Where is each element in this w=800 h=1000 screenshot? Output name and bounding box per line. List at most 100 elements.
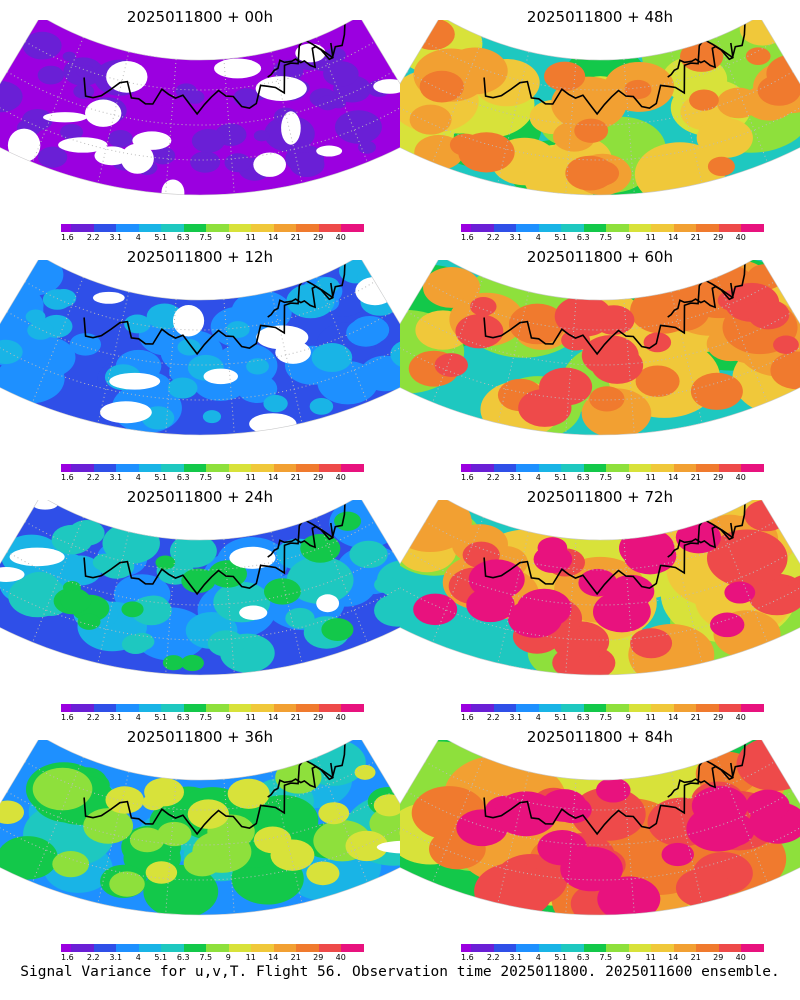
colorbar-tick-label: 9	[225, 233, 231, 242]
field-contour	[129, 632, 155, 651]
field-contour	[691, 785, 748, 826]
forecast-map	[400, 500, 800, 676]
coastline-icon	[267, 762, 334, 798]
colorbar-tick-label: 40	[335, 233, 346, 242]
colorbar-tick-label: 40	[735, 233, 746, 242]
colorbar-swatch	[561, 464, 584, 472]
panel-title: 2025011800 + 84h	[526, 728, 674, 746]
colorbar-swatch	[741, 944, 764, 952]
colorbar-swatch	[116, 224, 139, 232]
field-contour	[92, 553, 118, 571]
graticule-icon	[497, 531, 530, 664]
colorbar-swatch	[628, 464, 651, 472]
colorbar-tick-label: 21	[290, 233, 301, 242]
field-contour	[27, 320, 54, 340]
colorbar-tick-label: 3.1	[509, 713, 523, 722]
field-contour	[470, 297, 497, 316]
graticule-icon	[165, 539, 177, 674]
colorbar-swatch	[273, 224, 296, 232]
graticule-icon	[97, 531, 130, 664]
colorbar-tick-label: 11	[245, 713, 256, 722]
field-contour	[233, 88, 260, 107]
colorbar-tick-label: 11	[645, 473, 656, 482]
graticule-icon	[223, 779, 235, 914]
colorbar-swatch	[116, 944, 139, 952]
graticule-icon	[716, 37, 768, 163]
graticule-icon	[424, 281, 776, 331]
graticule-icon	[316, 37, 368, 163]
graticule-icon	[24, 761, 376, 811]
colorbar-tick-label: 5.1	[154, 473, 168, 482]
no-data-patch	[85, 99, 122, 127]
colorbar-swatch	[583, 224, 606, 232]
field-contour	[358, 140, 376, 154]
colorbar-swatch	[696, 704, 719, 712]
colorbar-tick-label: 4	[135, 473, 141, 482]
colorbar-swatches	[461, 464, 764, 472]
field-contour	[374, 594, 400, 627]
colorbar-tick-label: 40	[735, 953, 746, 962]
colorbar-tick-label: 7.5	[599, 233, 613, 242]
panel-4: 2025011800 + 24h 1.6 2.2 3.1 4 5.1 6.3 7.5 9 11 1…	[0, 480, 400, 722]
colorbar-swatch	[61, 224, 71, 232]
graticule-icon	[565, 779, 577, 914]
panel-2: 2025011800 + 12h 1.6 2.2 3.1 4 5.1 6.3 7.5 9 11 1…	[0, 240, 400, 482]
colorbar-tick-label: 11	[245, 233, 256, 242]
field-contour	[419, 70, 464, 103]
field-contour	[773, 335, 799, 354]
colorbar-swatch	[461, 224, 471, 232]
colorbar-tick-label: 9	[625, 713, 631, 722]
colorbar-tick-label: 7.5	[199, 473, 213, 482]
field-contour	[309, 397, 334, 415]
field-contour	[689, 89, 719, 111]
field-contour	[0, 339, 23, 365]
field-contour	[624, 79, 652, 100]
colorbar-swatch	[61, 464, 71, 472]
coastline-icon	[667, 282, 734, 318]
field-contour	[145, 861, 178, 884]
colorbar-tick-label: 3.1	[509, 473, 523, 482]
field-contour	[597, 876, 661, 915]
no-data-patch	[255, 76, 307, 102]
graticule-icon	[424, 761, 776, 811]
no-data-patch	[229, 546, 276, 569]
colorbar-tick-label: 40	[735, 473, 746, 482]
panel-title: 2025011800 + 24h	[126, 488, 274, 506]
graticule-icon	[623, 779, 635, 914]
colorbar-swatch	[628, 704, 651, 712]
colorbar-tick-label: 11	[645, 713, 656, 722]
field-contour	[202, 410, 222, 424]
colorbar-swatch	[183, 704, 206, 712]
colorbar-swatch	[93, 224, 116, 232]
colorbar-swatches	[461, 224, 764, 232]
colorbar-swatch	[71, 464, 94, 472]
coastline-icon	[667, 522, 734, 558]
map-outline	[0, 740, 400, 916]
field-contour	[253, 826, 292, 854]
graticule-icon	[270, 531, 303, 664]
colorbar-swatch	[461, 944, 471, 952]
graticule-icon	[32, 757, 84, 883]
no-data-patch	[99, 401, 152, 424]
field-contour	[543, 61, 586, 92]
colorbar-swatch	[673, 704, 696, 712]
colorbar-tick-label: 5.1	[154, 953, 168, 962]
coastline-icon	[267, 282, 334, 318]
colorbar-tick-label: 14	[268, 713, 279, 722]
field-contour	[434, 353, 468, 377]
field-contour	[619, 528, 675, 568]
graticule-icon	[165, 779, 177, 914]
map-outline	[400, 500, 800, 676]
colorbar-swatch	[61, 704, 71, 712]
panel-0: 2025011800 + 00h 1.6 2.2 3.1 4 5.1 6.3 7.5 9 11 1…	[0, 0, 400, 242]
colorbar-swatch	[628, 944, 651, 952]
graticule-icon	[32, 517, 84, 643]
field-contour	[709, 612, 745, 638]
map-outline	[400, 260, 800, 436]
colorbar-swatch	[606, 224, 629, 232]
graticule-icon	[623, 299, 635, 434]
colorbar-swatch	[206, 704, 229, 712]
colorbar-swatch	[183, 944, 206, 952]
field-contour	[661, 842, 694, 867]
colorbar-swatch	[206, 464, 229, 472]
